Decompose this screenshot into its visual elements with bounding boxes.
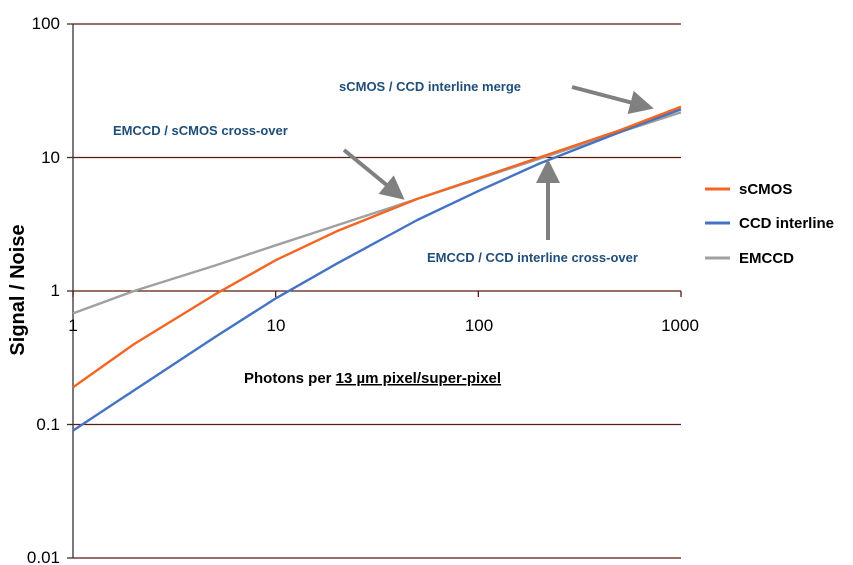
y-tick-label: 10 <box>41 148 60 167</box>
y-tick-label: 1 <box>51 281 60 300</box>
x-tick-labels: 1 10 100 1000 <box>68 316 699 335</box>
y-tick-labels: 100 10 1 0.1 0.01 <box>27 14 60 565</box>
y-tick-label: 0.01 <box>27 548 60 565</box>
legend-label: CCD interline <box>739 215 834 232</box>
x-tick-label: 1000 <box>661 316 699 335</box>
series-line-scmos <box>72 105 682 389</box>
annotation-label: EMCCD / CCD interline cross-over <box>427 250 638 265</box>
x-axis-label-prefix: Photons per <box>244 370 336 387</box>
series-line-ccd-interline <box>72 108 682 432</box>
x-axis-label: Photons per 13 µm pixel/super-pixel <box>244 370 501 387</box>
x-tick-label: 10 <box>267 316 286 335</box>
legend-label: EMCCD <box>739 250 794 267</box>
y-axis-label: Signal / Noise <box>7 224 29 355</box>
x-tick-label: 100 <box>465 316 493 335</box>
legend: sCMOS CCD interline EMCCD <box>705 181 834 267</box>
y-tick-label: 100 <box>32 14 60 33</box>
x-axis-label-underlined: 13 µm pixel/super-pixel <box>336 370 501 387</box>
annotation-emccd-ccd: EMCCD / CCD interline cross-over <box>427 159 638 265</box>
annotation-emccd-scmos: EMCCD / sCMOS cross-over <box>113 123 405 200</box>
annotation-label: sCMOS / CCD interline merge <box>339 79 521 94</box>
annotation-label: EMCCD / sCMOS cross-over <box>113 123 288 138</box>
series-lines <box>72 105 682 432</box>
annotation-merge: sCMOS / CCD interline merge <box>339 79 654 115</box>
legend-label: sCMOS <box>739 181 792 198</box>
y-tick-label: 0.1 <box>36 415 60 434</box>
x-tick-label: 1 <box>68 316 77 335</box>
annotation-arrow <box>342 148 405 200</box>
series-line-emccd <box>72 111 682 315</box>
gridlines <box>73 23 681 559</box>
annotation-arrow <box>571 85 654 115</box>
axes <box>67 23 682 559</box>
